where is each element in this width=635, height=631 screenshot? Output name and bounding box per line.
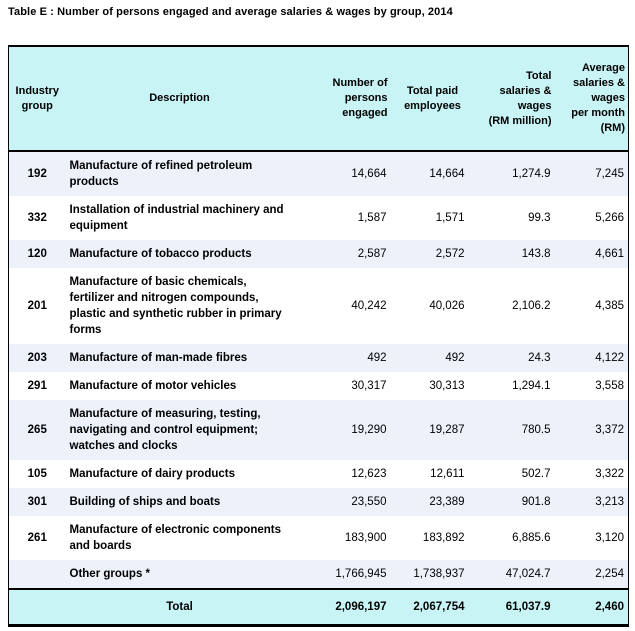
- cell-paid-employees: 40,026: [429, 300, 465, 312]
- header-persons-engaged: Number of persons engaged: [293, 45, 394, 152]
- total-code-cell: [8, 588, 66, 627]
- cell-salaries-wages: 6,885.6: [512, 532, 551, 544]
- table-row: 192 Manufacture of refined petroleum prod…: [8, 151, 629, 196]
- cell-paid-employees: 1,571: [435, 212, 465, 224]
- header-description: Description: [65, 45, 294, 152]
- cell-salaries-wages: 24.3: [528, 352, 551, 364]
- cell-description: Other groups *: [69, 568, 151, 580]
- cell-description: Manufacture of electronic components and…: [69, 524, 282, 552]
- cell-avg-salaries: 3,120: [595, 532, 624, 544]
- cell-avg-salaries: 4,661: [595, 248, 624, 260]
- total-avg-salaries: 2,460: [557, 588, 629, 627]
- cell-description: Manufacture of man-made fibres: [69, 352, 248, 364]
- cell-salaries-wages: 901.8: [521, 496, 551, 508]
- table-row: 265 Manufacture of measuring, testing, na…: [8, 400, 629, 460]
- cell-paid-employees: 23,389: [429, 496, 465, 508]
- cell-avg-salaries: 4,385: [595, 300, 624, 312]
- table-row: 120 Manufacture of tobacco products 2,587 2…: [8, 240, 629, 268]
- table-row: 105 Manufacture of dairy products 12,623 12…: [8, 460, 629, 488]
- cell-paid-employees: 19,287: [429, 424, 465, 436]
- total-persons-engaged: 2,096,197: [293, 588, 394, 627]
- header-row: Industry group Description Number of per…: [8, 45, 629, 152]
- cell-salaries-wages: 47,024.7: [505, 568, 551, 580]
- total-label: Total: [65, 588, 294, 627]
- table-header: Industry group Description Number of per…: [8, 45, 629, 152]
- cell-paid-employees: 12,611: [430, 468, 465, 480]
- cell-avg-salaries: 3,213: [595, 496, 624, 508]
- header-industry-group: Industry group: [8, 45, 66, 152]
- header-avg-salaries: Average salaries & wages per month (RM): [557, 45, 629, 152]
- cell-salaries-wages: 1,274.9: [512, 168, 551, 180]
- cell-description: Manufacture of measuring, testing, navig…: [69, 408, 261, 452]
- cell-paid-employees: 183,892: [422, 532, 465, 544]
- cell-persons-engaged: 12,623: [351, 468, 387, 480]
- cell-industry-group: [9, 560, 66, 589]
- cell-description: Installation of industrial machinery and…: [69, 204, 284, 232]
- cell-persons-engaged: 183,900: [344, 532, 387, 544]
- cell-salaries-wages: 2,106.2: [512, 300, 551, 312]
- cell-industry-group: 265: [27, 424, 47, 436]
- cell-description: Manufacture of refined petroleum product…: [69, 160, 253, 188]
- cell-avg-salaries: 3,372: [595, 424, 624, 436]
- total-paid-employees: 2,067,754: [393, 588, 472, 627]
- table-body: 192 Manufacture of refined petroleum prod…: [8, 151, 629, 589]
- cell-industry-group: 301: [27, 496, 47, 508]
- table-row: 301 Building of ships and boats 23,550 23,3…: [8, 488, 629, 516]
- cell-persons-engaged: 2,587: [357, 248, 387, 260]
- cell-industry-group: 120: [27, 248, 47, 260]
- table-row: Other groups * 1,766,945 1,738,937 47,024.7…: [8, 560, 629, 589]
- cell-industry-group: 203: [27, 352, 47, 364]
- table-row: 291 Manufacture of motor vehicles 30,317 30…: [8, 372, 629, 400]
- cell-industry-group: 105: [27, 468, 47, 480]
- cell-salaries-wages: 143.8: [521, 248, 551, 260]
- cell-description: Manufacture of tobacco products: [69, 248, 252, 260]
- cell-industry-group: 192: [27, 168, 47, 180]
- header-total-salaries: Total salaries & wages (RM million): [471, 45, 558, 152]
- cell-description: Manufacture of basic chemicals, fertiliz…: [69, 276, 282, 336]
- total-row: Total 2,096,197 2,067,754 61,037.9 2,460: [8, 588, 629, 627]
- cell-salaries-wages: 502.7: [521, 468, 551, 480]
- cell-paid-employees: 14,664: [429, 168, 465, 180]
- statistics-table: Industry group Description Number of per…: [8, 45, 629, 627]
- cell-industry-group: 201: [27, 300, 47, 312]
- cell-salaries-wages: 99.3: [528, 212, 551, 224]
- cell-persons-engaged: 1,587: [357, 212, 387, 224]
- cell-persons-engaged: 19,290: [351, 424, 387, 436]
- table-footer: Total 2,096,197 2,067,754 61,037.9 2,460: [8, 588, 629, 627]
- cell-avg-salaries: 3,558: [595, 380, 624, 392]
- cell-avg-salaries: 4,122: [595, 352, 624, 364]
- header-paid-employees: Total paid employees: [393, 45, 472, 152]
- cell-avg-salaries: 2,254: [595, 568, 624, 580]
- cell-industry-group: 261: [27, 532, 47, 544]
- table-row: 201 Manufacture of basic chemicals, ferti…: [8, 268, 629, 344]
- cell-avg-salaries: 7,245: [595, 168, 624, 180]
- cell-avg-salaries: 3,322: [595, 468, 624, 480]
- total-salaries-wages: 61,037.9: [471, 588, 558, 627]
- cell-persons-engaged: 40,242: [351, 300, 387, 312]
- cell-persons-engaged: 1,766,945: [335, 568, 387, 580]
- table-row: 203 Manufacture of man-made fibres 492 492 2…: [8, 344, 629, 372]
- cell-industry-group: 332: [27, 212, 47, 224]
- cell-avg-salaries: 5,266: [595, 212, 624, 224]
- cell-salaries-wages: 1,294.1: [512, 380, 551, 392]
- cell-persons-engaged: 14,664: [351, 168, 387, 180]
- cell-salaries-wages: 780.5: [521, 424, 551, 436]
- cell-persons-engaged: 23,550: [351, 496, 387, 508]
- cell-paid-employees: 2,572: [435, 248, 465, 260]
- cell-description: Manufacture of motor vehicles: [69, 380, 237, 392]
- cell-persons-engaged: 492: [367, 352, 387, 364]
- cell-description: Manufacture of dairy products: [69, 468, 236, 480]
- cell-persons-engaged: 30,317: [351, 380, 387, 392]
- cell-paid-employees: 1,738,937: [413, 568, 465, 580]
- cell-description: Building of ships and boats: [69, 496, 221, 508]
- cell-paid-employees: 492: [445, 352, 465, 364]
- table-row: 332 Installation of industrial machinery …: [8, 196, 629, 240]
- cell-paid-employees: 30,313: [429, 380, 465, 392]
- cell-industry-group: 291: [27, 380, 47, 392]
- table-title: Table E : Number of persons engaged and …: [8, 6, 453, 18]
- table-row: 261 Manufacture of electronic components …: [8, 516, 629, 560]
